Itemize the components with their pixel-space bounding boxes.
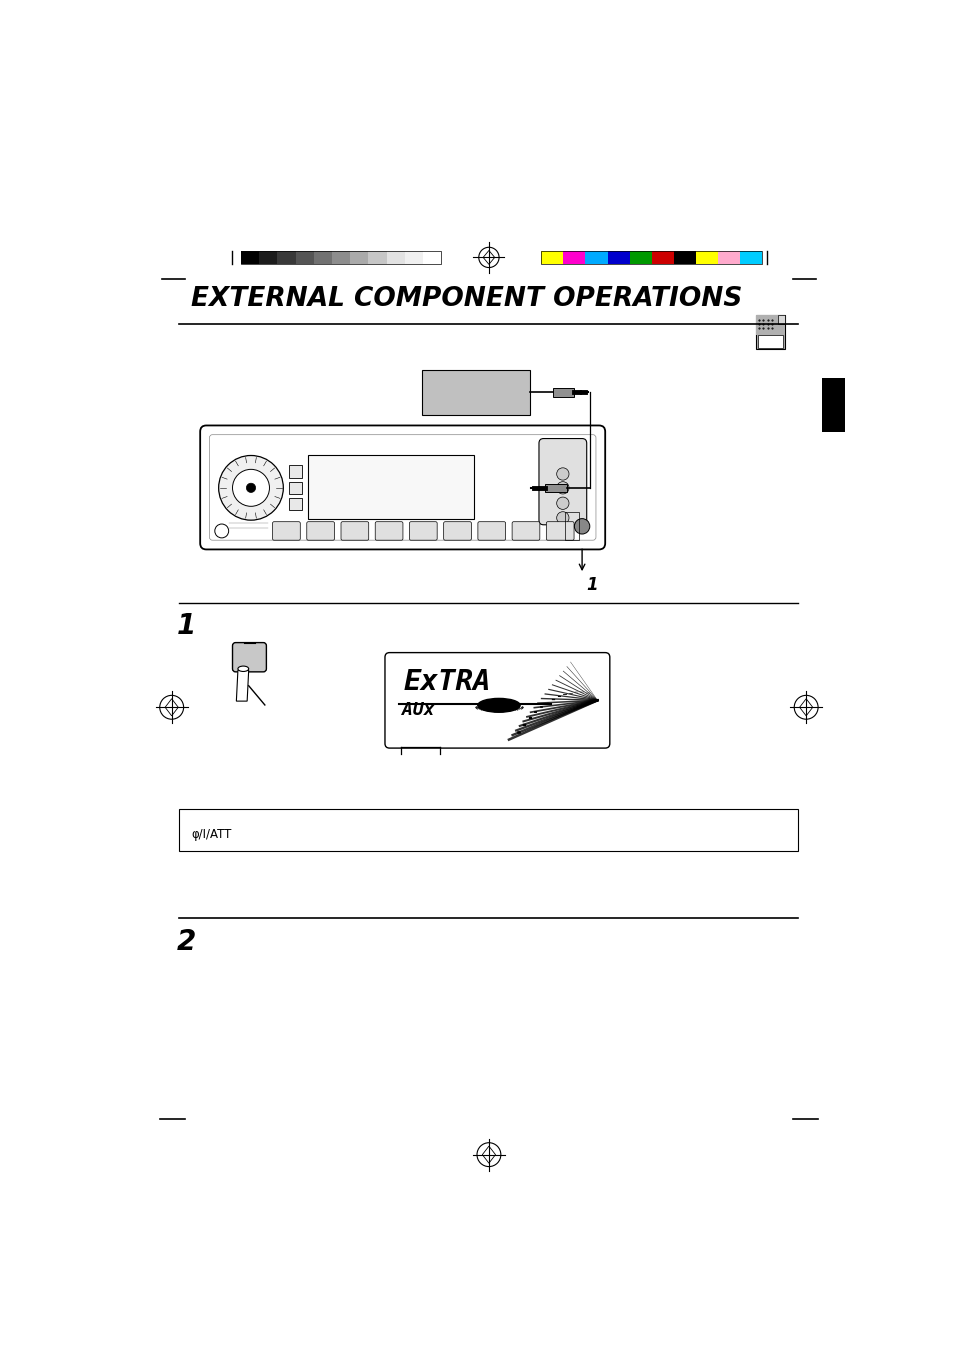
Circle shape bbox=[557, 497, 568, 509]
FancyBboxPatch shape bbox=[385, 653, 609, 748]
Text: 1: 1 bbox=[177, 612, 196, 640]
FancyBboxPatch shape bbox=[443, 521, 471, 540]
Bar bbox=[740, 251, 761, 263]
FancyBboxPatch shape bbox=[307, 521, 335, 540]
Text: AUx: AUx bbox=[401, 701, 434, 719]
Bar bbox=[563, 251, 585, 263]
Ellipse shape bbox=[237, 666, 249, 671]
FancyBboxPatch shape bbox=[233, 643, 266, 671]
Circle shape bbox=[557, 482, 568, 494]
Circle shape bbox=[557, 467, 568, 480]
Circle shape bbox=[214, 524, 229, 538]
Bar bbox=[756, 315, 784, 349]
Bar bbox=[777, 315, 784, 324]
Bar bbox=[179, 809, 798, 851]
Text: φ/I/ATT: φ/I/ATT bbox=[191, 828, 231, 842]
Bar bbox=[308, 455, 473, 519]
Bar bbox=[277, 251, 295, 263]
Circle shape bbox=[233, 469, 269, 507]
Bar bbox=[718, 251, 740, 263]
Bar bbox=[758, 335, 782, 347]
FancyBboxPatch shape bbox=[546, 521, 574, 540]
Text: ExTRA: ExTRA bbox=[403, 667, 491, 696]
Bar bbox=[241, 251, 259, 263]
Text: 1: 1 bbox=[586, 577, 598, 594]
FancyBboxPatch shape bbox=[340, 521, 368, 540]
Bar bbox=[421, 370, 529, 415]
FancyBboxPatch shape bbox=[477, 521, 505, 540]
Bar bbox=[673, 251, 696, 263]
Bar bbox=[289, 482, 301, 494]
FancyBboxPatch shape bbox=[538, 439, 586, 524]
Bar bbox=[607, 251, 629, 263]
Bar bbox=[241, 251, 440, 263]
Bar bbox=[564, 512, 578, 540]
Bar bbox=[332, 251, 350, 263]
Bar bbox=[629, 251, 651, 263]
FancyBboxPatch shape bbox=[273, 521, 300, 540]
Bar bbox=[314, 251, 332, 263]
Bar bbox=[350, 251, 368, 263]
Bar bbox=[404, 251, 422, 263]
Text: 2: 2 bbox=[177, 928, 196, 955]
Bar bbox=[295, 251, 314, 263]
Bar bbox=[259, 251, 277, 263]
Bar bbox=[289, 466, 301, 478]
Bar bbox=[386, 251, 404, 263]
FancyBboxPatch shape bbox=[200, 426, 604, 550]
Bar bbox=[544, 484, 566, 492]
Bar bbox=[756, 315, 784, 335]
Bar bbox=[540, 251, 563, 263]
Circle shape bbox=[218, 455, 283, 520]
Bar bbox=[289, 497, 301, 511]
Bar bbox=[368, 251, 386, 263]
Circle shape bbox=[574, 519, 589, 534]
Polygon shape bbox=[236, 670, 249, 701]
Bar bbox=[651, 251, 673, 263]
Bar bbox=[696, 251, 718, 263]
Bar bbox=[552, 388, 574, 397]
Circle shape bbox=[246, 484, 255, 493]
FancyBboxPatch shape bbox=[409, 521, 436, 540]
Ellipse shape bbox=[477, 698, 519, 712]
Bar bbox=[821, 378, 844, 431]
FancyBboxPatch shape bbox=[512, 521, 539, 540]
Bar bbox=[540, 251, 761, 263]
FancyBboxPatch shape bbox=[375, 521, 402, 540]
Bar bbox=[422, 251, 440, 263]
Text: EXTERNAL COMPONENT OPERATIONS: EXTERNAL COMPONENT OPERATIONS bbox=[191, 286, 741, 312]
Bar bbox=[585, 251, 607, 263]
Circle shape bbox=[557, 512, 568, 524]
